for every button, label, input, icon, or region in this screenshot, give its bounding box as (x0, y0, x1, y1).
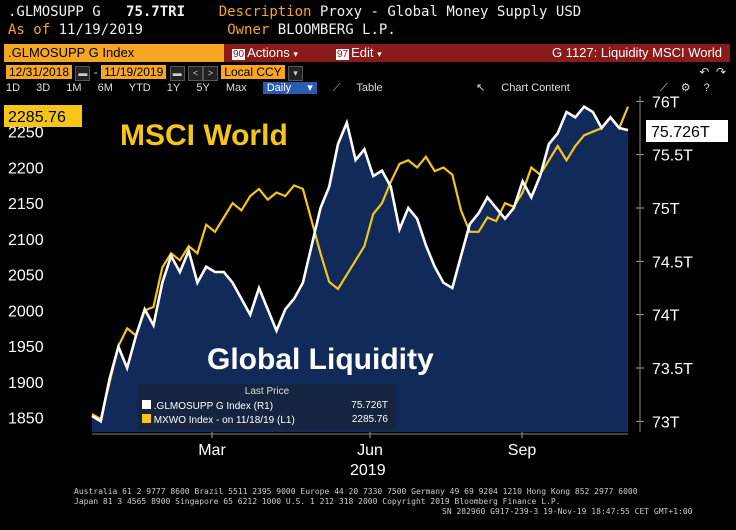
chart-title: MSCI World (120, 119, 288, 152)
tab-5y[interactable]: 5Y (196, 82, 210, 94)
series-line-mxwo (91, 106, 630, 421)
undo-icon[interactable]: ↶ (699, 65, 710, 79)
redo-icon[interactable]: ↷ (715, 65, 726, 79)
left-tick-label: 2100 (8, 232, 44, 249)
description: Proxy - Global Money Supply USD (319, 4, 582, 20)
chevron-down-icon: ▾ (293, 49, 298, 59)
right-tick-label: 74T (652, 308, 680, 325)
x-tick-label: Mar (198, 442, 226, 459)
actions-label: Actions (247, 45, 290, 60)
liquidity-area (92, 106, 628, 432)
end-date-input[interactable]: 11/19/2019 (101, 65, 167, 79)
right-tick-label: 75T (652, 201, 680, 218)
date-range: 12/31/2018 ▬ - 11/19/2019 ▬ < > Local CCY… (6, 64, 303, 81)
left-tick-label: 2150 (8, 196, 44, 213)
left-current-value: 2285.76 (8, 109, 66, 126)
asof-label: As of (8, 22, 51, 38)
gear-icon[interactable]: ⚙ (680, 82, 691, 94)
footer-line-3: SN 282960 G917-239-3 19-Nov-19 18:47:55 … (442, 507, 693, 516)
left-tick-label: 1950 (8, 339, 44, 356)
tab-6m[interactable]: 6M (97, 82, 113, 94)
left-tick-label: 2050 (8, 268, 44, 285)
x-tick-label: Sep (508, 442, 537, 459)
left-tick-label: 2000 (8, 303, 44, 320)
ticker-value: 75.7TRI (126, 4, 186, 20)
footer-line-1: Australia 61 2 9777 8600 Brazil 5511 239… (74, 487, 638, 496)
legend-row1-value: 75.726T (351, 400, 388, 411)
tab-1m[interactable]: 1M (66, 82, 82, 94)
chart-subtitle: Global Liquidity (207, 343, 434, 376)
undo-redo: ↶ ↷ (699, 64, 726, 80)
footer-line-2: Japan 81 3 4565 8900 Singapore 65 6212 1… (74, 497, 561, 506)
security-field[interactable]: .GLMOSUPP G Index (4, 44, 224, 62)
x-year: 2019 (350, 462, 386, 479)
legend-swatch-yellow (142, 414, 151, 423)
left-axis: 1850 1900 1950 2000 2050 2100 2150 2200 2250 (8, 125, 44, 428)
right-axis: 73T 73.5T 74T 74.5T 75T 75.5T 76T (636, 96, 693, 432)
actions-num: 90 (232, 49, 246, 60)
edit-num: 97 (336, 49, 350, 60)
tab-3d[interactable]: 3D (36, 82, 51, 94)
chart: 1850 1900 1950 2000 2050 2100 2150 2200 2250 73T… (0, 96, 736, 484)
legend-row-1: .GLMOSUPP G Index (R1) 75.726T (142, 400, 392, 412)
right-tick-label: 73.5T (652, 361, 693, 378)
chevron-down-icon: ▾ (377, 49, 382, 59)
asof-date: 11/19/2019 (58, 22, 143, 38)
cursor-icon: ↖ (476, 82, 486, 94)
x-axis: Mar Jun Sep (92, 432, 628, 459)
help-icon[interactable]: ? (703, 82, 710, 94)
edit-label: Edit (351, 45, 374, 60)
right-current-badge (646, 120, 728, 142)
left-tick-label: 2250 (8, 125, 44, 142)
right-tick-label: 73T (652, 414, 680, 431)
right-tick-label: 75.5T (652, 148, 693, 165)
edit-button[interactable]: 97 Edit ▾ (336, 44, 382, 62)
legend-row1-label: .GLMOSUPP G Index (R1) (153, 401, 274, 412)
chart-content-tab[interactable]: ↖ Chart Content (476, 81, 583, 95)
tab-max[interactable]: Max (225, 82, 247, 94)
start-date-input[interactable]: 12/31/2018 (6, 65, 73, 79)
x-tick-label: Jun (357, 442, 383, 459)
left-tick-label: 2200 (8, 160, 44, 177)
owner-label: Owner (227, 22, 270, 38)
tab-1d[interactable]: 1D (6, 82, 21, 94)
left-current-badge (4, 105, 82, 127)
legend-title: Last Price (244, 386, 290, 397)
legend-swatch-white (142, 400, 151, 409)
dropdown-icon[interactable]: ▾ (288, 66, 303, 81)
right-tick-label: 76T (652, 96, 680, 111)
frequency-select[interactable]: Daily ▾ (262, 82, 317, 94)
calendar-icon[interactable]: ▬ (169, 66, 185, 81)
forward-arrow-icon[interactable]: > (202, 66, 218, 81)
tab-ytd[interactable]: YTD (128, 82, 151, 94)
right-tick-label: 74.5T (652, 254, 693, 271)
period-tabs: 1D 3D 1M 6M YTD 1Y 5Y Max Daily ▾ ⟋ Tabl… (6, 81, 396, 95)
legend-row2-label: MXWO Index - on 11/18/19 (L1) (153, 415, 295, 426)
chart-tools: ⟋ ⚙? (660, 81, 723, 95)
calendar-icon[interactable]: ▬ (75, 66, 91, 81)
tab-table[interactable]: Table (356, 82, 383, 94)
left-tick-label: 1850 (8, 411, 44, 428)
series-line-glmosupp (91, 105, 629, 424)
owner: BLOOMBERG L.P. (277, 22, 396, 38)
legend-row2-value: 2285.76 (351, 414, 388, 425)
line-chart-icon[interactable]: ⟋ (332, 82, 341, 94)
ticker: .GLMOSUPP G (8, 4, 101, 20)
header-row-1: .GLMOSUPP G 75.7TRI Description Proxy - … (8, 4, 581, 20)
frequency-label: Daily (266, 82, 292, 94)
chart-content-label: Chart Content (501, 82, 570, 94)
right-current-value: 75.726T (651, 124, 710, 141)
actions-button[interactable]: 90 Actions ▾ (232, 44, 298, 62)
currency-select[interactable]: Local CCY (221, 65, 285, 79)
legend-row-2: MXWO Index - on 11/18/19 (L1) 2285.76 (142, 414, 392, 426)
description-label: Description (218, 4, 312, 20)
legend: Last Price .GLMOSUPP G Index (R1) 75.726… (138, 384, 396, 430)
toolbar-title: G 1127: Liquidity MSCI World (551, 45, 722, 60)
line-tool-icon[interactable]: ⟋ (660, 82, 668, 94)
left-tick-label: 1900 (8, 375, 44, 392)
back-arrow-icon[interactable]: < (187, 66, 203, 81)
tab-1y[interactable]: 1Y (166, 82, 181, 94)
header-row-2: As of 11/19/2019 Owner BLOOMBERG L.P. (8, 22, 396, 38)
